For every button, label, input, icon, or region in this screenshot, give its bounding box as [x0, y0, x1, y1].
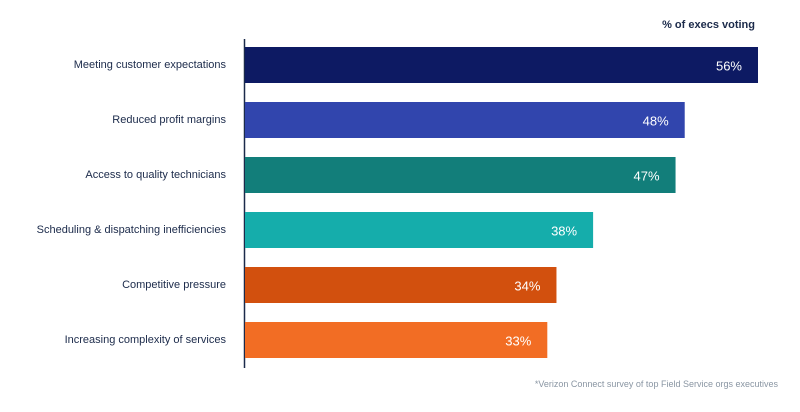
bar-group: Meeting customer expectations 56% Reduced …	[37, 47, 758, 358]
category-label: Reduced profit margins	[112, 114, 226, 126]
category-label: Competitive pressure	[122, 279, 226, 291]
bar-value-label: 38%	[551, 224, 577, 239]
bar	[245, 47, 758, 83]
bar	[245, 322, 548, 358]
category-label: Increasing complexity of services	[65, 334, 227, 346]
bar	[245, 212, 594, 248]
category-label: Scheduling & dispatching inefficiencies	[37, 224, 227, 236]
bar-value-label: 34%	[514, 279, 540, 294]
value-axis-heading: % of execs voting	[662, 19, 755, 31]
bar	[245, 157, 676, 193]
category-label: Access to quality technicians	[85, 169, 226, 181]
bar	[245, 267, 557, 303]
bar-value-label: 47%	[634, 169, 660, 184]
bar	[245, 102, 685, 138]
category-label: Meeting customer expectations	[74, 59, 227, 71]
bar-value-label: 33%	[505, 334, 531, 349]
bar-value-label: 48%	[643, 114, 669, 129]
bar-value-label: 56%	[716, 59, 742, 74]
source-footnote: *Verizon Connect survey of top Field Ser…	[534, 379, 778, 389]
